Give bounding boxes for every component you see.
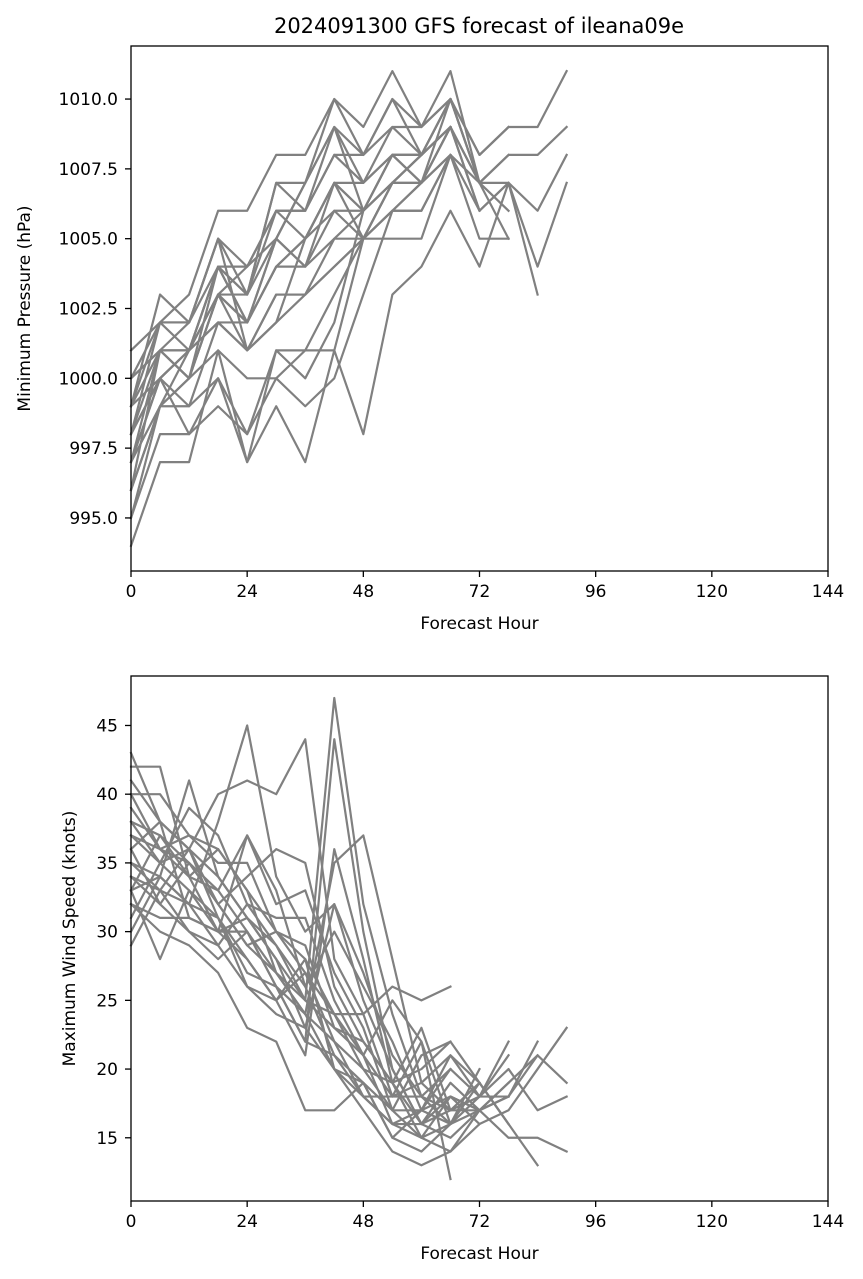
wind-y-tick-label: 35: [96, 854, 118, 874]
pressure-series-line-22: [129, 181, 394, 380]
wind-series-line-1: [129, 696, 540, 1167]
pressure-series-group: [129, 69, 569, 548]
wind-x-tick-label: 120: [696, 1212, 728, 1232]
pressure-x-tick-label: 0: [126, 582, 137, 602]
wind-y-tick-label: 25: [96, 991, 118, 1011]
wind-x-tick-label: 144: [812, 1212, 844, 1232]
wind-x-tick-label: 24: [236, 1212, 258, 1232]
pressure-x-tick-label: 120: [696, 582, 728, 602]
pressure-x-tick-label: 144: [812, 582, 844, 602]
pressure-series-line-10: [129, 70, 511, 436]
pressure-series-line-16: [129, 97, 453, 408]
wind-series-line-15: [129, 806, 481, 1153]
wind-y-axis-label: Maximum Wind Speed (knots): [60, 811, 80, 1067]
wind-y-tick-label: 15: [96, 1129, 118, 1149]
wind-series-line-22: [129, 833, 452, 1126]
pressure-y-tick-label: 997.5: [69, 439, 118, 459]
wind-x-tick-label: 72: [469, 1212, 491, 1232]
wind-series-line-7: [129, 724, 540, 1126]
wind-y-tick-label: 40: [96, 785, 118, 805]
pressure-x-tick-label: 96: [585, 582, 607, 602]
pressure-x-tick-label: 48: [353, 582, 375, 602]
wind-x-tick-label: 48: [353, 1212, 375, 1232]
wind-series-line-2: [129, 738, 540, 1139]
pressure-x-tick-label: 24: [236, 582, 258, 602]
wind-series-line-20: [129, 902, 452, 1112]
wind-speed-chart: 0 24 48 72 96 120 144 15 20 25 30 35 40 45 Forecast Ho…: [60, 675, 844, 1264]
pressure-series-line-19: [129, 153, 453, 380]
wind-y-tick-label: 30: [96, 923, 118, 943]
pressure-x-tick-label: 72: [469, 582, 491, 602]
pressure-y-tick-label: 1005.0: [59, 230, 118, 250]
pressure-series-line-3: [129, 153, 569, 492]
wind-series-line-24: [129, 778, 452, 1112]
wind-series-line-5: [129, 779, 569, 1126]
figure-title: 2024091300 GFS forecast of ileana09e: [274, 14, 684, 38]
pressure-y-tick-label: 1007.5: [59, 160, 118, 180]
wind-y-tick-label: 45: [96, 716, 118, 736]
wind-x-tick-label: 0: [126, 1212, 137, 1232]
pressure-y-tick-label: 1010.0: [59, 90, 118, 110]
wind-series-group: [129, 696, 569, 1181]
pressure-series-line-21: [129, 153, 423, 408]
pressure-y-tick-label: 1002.5: [59, 300, 118, 320]
wind-x-tick-label: 96: [585, 1212, 607, 1232]
pressure-x-axis-label: Forecast Hour: [420, 614, 538, 634]
pressure-y-axis-label: Minimum Pressure (hPa): [15, 205, 35, 411]
wind-y-tick-label: 20: [96, 1060, 118, 1080]
wind-x-axis-label: Forecast Hour: [420, 1244, 538, 1264]
pressure-y-tick-label: 995.0: [69, 509, 118, 529]
wind-axes-frame: [130, 675, 829, 1202]
wind-series-line-11: [129, 889, 511, 1098]
wind-series-line-19: [129, 847, 452, 1126]
pressure-chart: 0 24 48 72 96 120 144 995.0 997.5 1000.0 1002.5 100…: [15, 45, 844, 634]
pressure-y-tick-label: 1000.0: [59, 369, 118, 389]
